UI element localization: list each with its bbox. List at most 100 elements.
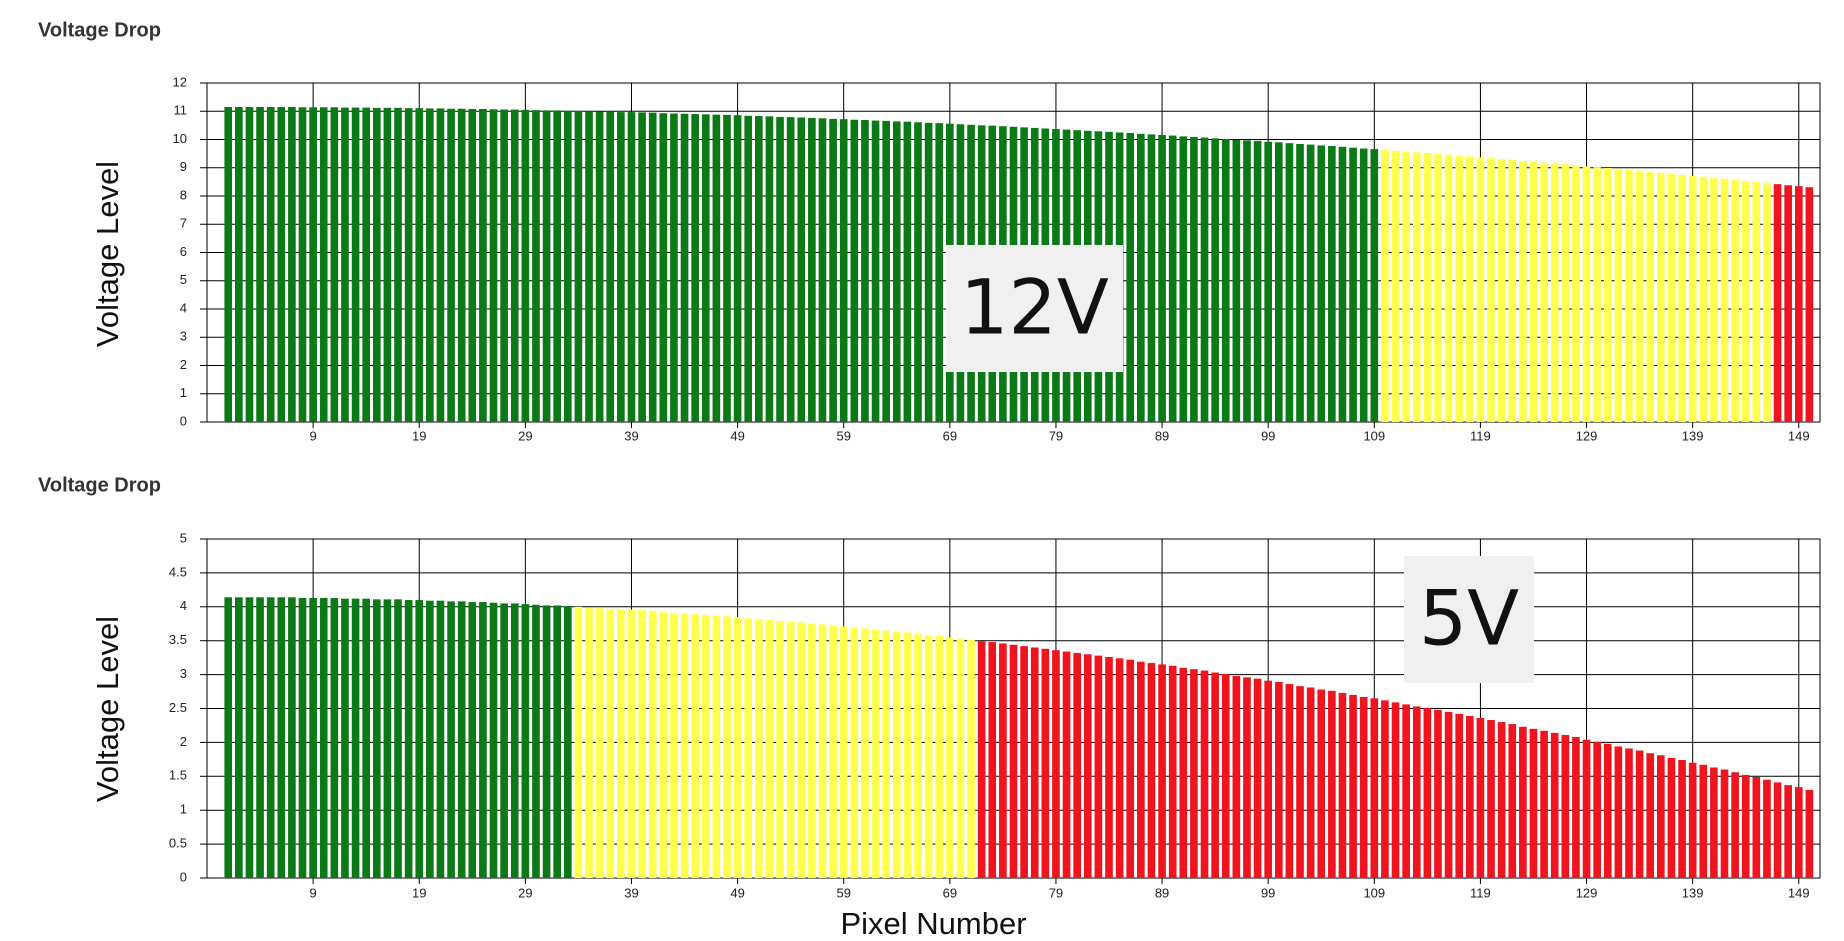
y-tick-label: 0 [180, 869, 187, 884]
bar [818, 624, 827, 878]
bar [1168, 665, 1177, 878]
bar [765, 619, 774, 878]
x-tick-label: 139 [1682, 885, 1704, 900]
bar [585, 607, 593, 878]
bar [1646, 753, 1655, 878]
bar [224, 597, 233, 878]
x-tick-label: 59 [836, 428, 850, 443]
annotation-box [946, 245, 1123, 372]
bar [1540, 162, 1548, 423]
bar [797, 622, 806, 878]
bar [1699, 176, 1708, 422]
bar [1688, 175, 1697, 422]
bar [436, 108, 445, 423]
bar [479, 108, 487, 423]
bar [1582, 739, 1591, 878]
bar [585, 111, 593, 422]
bar [956, 638, 965, 878]
x-tick-label: 9 [310, 885, 317, 900]
bar [1338, 692, 1347, 878]
bar [1306, 144, 1315, 422]
bar [1455, 713, 1464, 878]
bar [532, 110, 540, 423]
bar [680, 113, 689, 422]
y-tick-label: 1 [180, 802, 187, 817]
bar [1168, 135, 1177, 423]
bar [235, 597, 243, 878]
bar [1603, 168, 1612, 422]
bar [1763, 779, 1771, 878]
bar [1158, 134, 1166, 423]
y-tick-label: 11 [174, 103, 188, 118]
bar [521, 604, 530, 878]
bar [288, 107, 296, 422]
x-axis-label: Pixel Number [840, 459, 1026, 465]
bar [861, 628, 869, 878]
bar [256, 597, 264, 878]
bar [351, 107, 360, 422]
bar [1274, 142, 1283, 422]
bar [288, 597, 296, 878]
bar [1030, 647, 1039, 878]
bar [1741, 181, 1750, 422]
bar [1805, 789, 1814, 878]
x-tick-label: 59 [836, 885, 850, 900]
bar [404, 600, 413, 878]
y-tick-label: 1 [180, 385, 187, 400]
bar [1094, 655, 1103, 878]
bar [1221, 673, 1230, 878]
bar [861, 120, 869, 422]
bar [935, 123, 944, 423]
bar [1253, 140, 1262, 422]
bar [1455, 155, 1464, 423]
bar [1529, 728, 1538, 878]
x-tick-label: 119 [1470, 885, 1491, 900]
bar [1752, 776, 1761, 878]
bar [1784, 785, 1792, 878]
bar [330, 597, 339, 878]
bar [1667, 173, 1676, 422]
bar [383, 107, 392, 423]
bar [1773, 782, 1782, 878]
bar [1359, 148, 1368, 423]
bar [1115, 658, 1124, 878]
bar [489, 109, 498, 423]
bar [521, 109, 530, 423]
bar [1487, 158, 1495, 422]
bar [670, 612, 678, 878]
bar [1052, 650, 1060, 878]
x-tick-label: 79 [1049, 885, 1063, 900]
y-tick-label: 5 [180, 530, 187, 545]
bar [447, 601, 455, 878]
bar [967, 640, 975, 878]
bar [266, 597, 275, 878]
bar [1508, 159, 1517, 422]
bar [946, 637, 954, 878]
bar [415, 600, 424, 878]
bar [245, 107, 254, 422]
bar [776, 116, 784, 423]
bar [1412, 706, 1421, 878]
bar [1147, 663, 1156, 878]
annotation: 5V [1419, 573, 1519, 662]
bar [1179, 667, 1188, 878]
bar [1264, 680, 1273, 878]
bar [606, 111, 615, 422]
x-tick-label: 49 [730, 428, 744, 443]
bar [691, 114, 699, 422]
bar [1657, 172, 1665, 422]
bar [1073, 652, 1081, 878]
y-tick-label: 2 [180, 357, 187, 372]
bar [659, 113, 668, 422]
bar [999, 643, 1007, 878]
y-tick-label: 8 [180, 187, 187, 202]
bar [754, 116, 763, 423]
bar [1381, 149, 1389, 422]
bar [744, 115, 753, 423]
x-tick-label: 129 [1576, 428, 1598, 443]
bar [988, 642, 997, 878]
bar [1593, 741, 1601, 878]
bar [1635, 750, 1644, 878]
x-tick-label: 149 [1788, 885, 1810, 900]
bar [1710, 767, 1718, 878]
